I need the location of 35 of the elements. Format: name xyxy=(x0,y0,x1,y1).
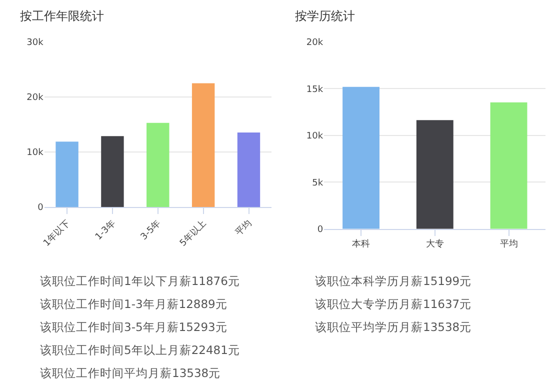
bar xyxy=(192,83,215,207)
y-tick-label: 10k xyxy=(26,148,44,158)
text: 该职位本科学历月薪15199元 xyxy=(315,274,472,288)
y-tick-label: 30k xyxy=(26,38,44,48)
x-tick-label: 5年以上 xyxy=(178,218,209,249)
text: 该职位工作时间1年以下月薪11876元 xyxy=(40,274,240,288)
text: 该职位大专学历月薪11637元 xyxy=(315,297,472,311)
x-tick-label: 平均 xyxy=(234,218,254,238)
x-tick-label: 1年以下 xyxy=(41,218,72,249)
chart-title: 按工作年限统计 xyxy=(20,9,104,23)
bar xyxy=(490,102,528,229)
bar xyxy=(56,142,78,207)
x-tick-label: 1-3年 xyxy=(93,218,118,242)
bar xyxy=(237,132,260,207)
bar xyxy=(416,120,454,229)
y-tick-label: 20k xyxy=(26,93,44,104)
y-tick-label: 15k xyxy=(306,84,324,95)
x-tick-label: 3-5年 xyxy=(138,218,164,242)
x-tick-label: 平均 xyxy=(500,238,518,250)
text: 该职位工作时间5年以上月薪22481元 xyxy=(40,343,240,357)
text: 该职位工作时间平均月薪13538元 xyxy=(40,366,221,380)
y-tick-label: 20k xyxy=(306,38,324,48)
y-tick-label: 10k xyxy=(306,132,324,142)
y-tick-label: 0 xyxy=(317,225,324,236)
x-tick-label: 大专 xyxy=(426,238,444,250)
bar xyxy=(146,122,170,207)
text: 该职位平均学历月薪13538元 xyxy=(315,320,472,334)
bar xyxy=(101,136,124,207)
y-tick-label: 0 xyxy=(38,203,44,214)
text: 该职位工作时间3-5年月薪15293元 xyxy=(40,320,228,334)
chart-title: 按学历统计 xyxy=(295,9,355,23)
x-tick-label: 本科 xyxy=(352,238,370,250)
bar xyxy=(342,86,380,229)
text: 该职位工作时间1-3年月薪12889元 xyxy=(40,297,228,311)
y-tick-label: 5k xyxy=(312,178,324,188)
